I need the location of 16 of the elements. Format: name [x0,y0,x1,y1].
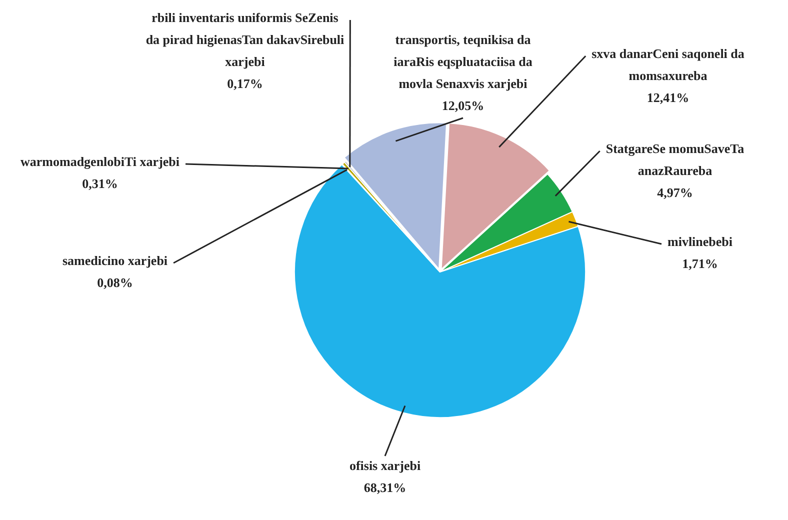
slice-label: transportis, teqnikisa da iaraRis eqspluataciisa da movla Senaxvis xarjebi [394,32,533,91]
data-label: 0,31% [82,176,118,191]
slice-label: rbili inventaris uniformis SeZenis da pirad higienasTan dakavSirebuli xarjebi [146,10,345,69]
data-label: 0,17% [227,76,263,91]
data-label: 1,71% [682,256,718,271]
slice-label: sxva danarCeni saqoneli da momsaxureba [592,46,745,83]
slice-label: StatgareSe momuSaveTa anazRaureba [606,140,745,178]
data-label: 12,05% [442,98,484,113]
slice-label: samedicino xarjebi [62,252,168,268]
slice-label: mivlinebebi [667,234,733,249]
data-label: 12,41% [646,90,690,105]
data-label: 4,97% [657,184,693,200]
data-label: 68,31% [364,480,406,495]
slice-label: warmomadgenlobiTi xarjebi [20,154,180,169]
slice-label: ofisis xarjebi [349,458,421,473]
data-label: 0,08% [97,274,133,290]
